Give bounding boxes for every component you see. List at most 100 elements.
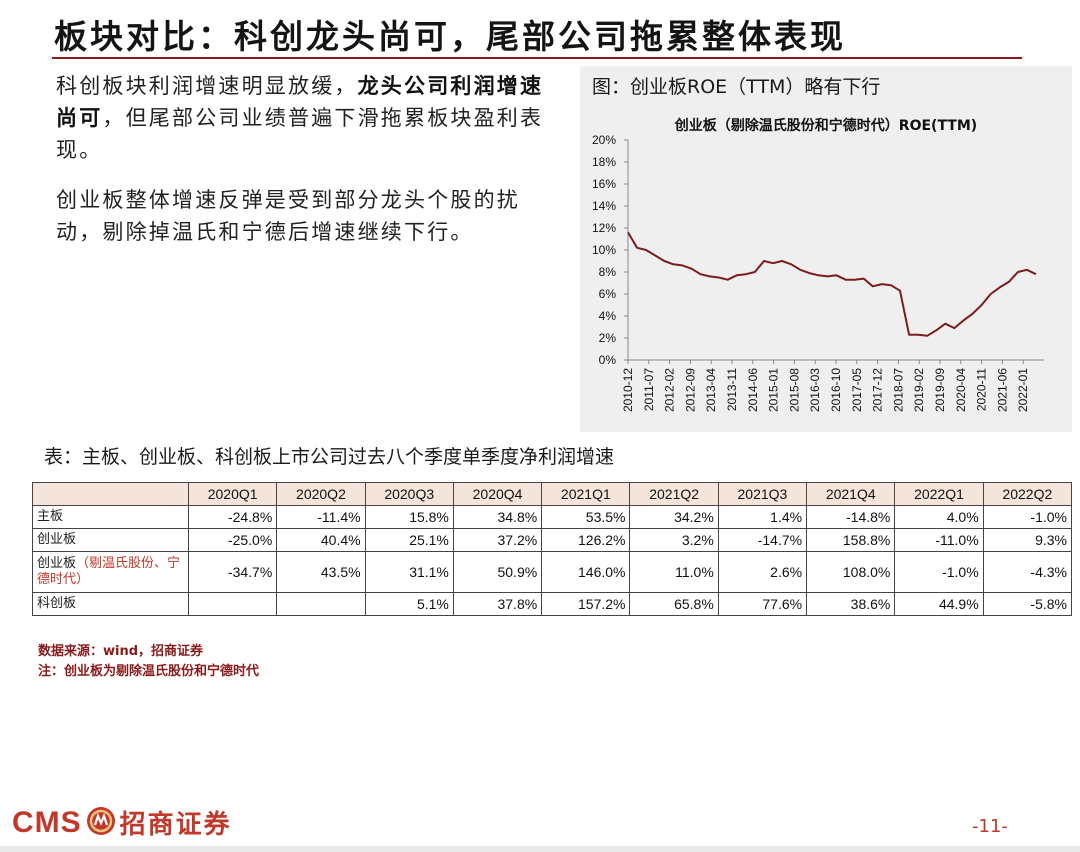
y-tick-label: 4% [599, 309, 617, 323]
y-tick-group: 0% 2% 4% 6% 8% 10% 12% 14% 16% 18% 20% [592, 133, 628, 367]
row-label-note: （剔温氏股份、宁德时代） [37, 556, 181, 587]
table-cell: 40.4% [276, 528, 366, 552]
table-cell: 2.6% [717, 551, 808, 593]
table-cell: 158.8% [806, 528, 896, 552]
table-caption: 表：主板、创业板、科创板上市公司过去八个季度单季度净利润增速 [44, 446, 615, 468]
table-cell: 11.0% [629, 551, 719, 593]
y-tick-label: 6% [599, 287, 617, 301]
row-label-text: 创业板 [37, 556, 77, 571]
table-cell: -1.0% [982, 505, 1073, 529]
logo-cn-text: 招商证券 [119, 810, 232, 840]
x-tick-label: 2016-10 [829, 368, 843, 412]
x-tick-label: 2014-06 [746, 368, 760, 412]
table-cell: 4.0% [894, 505, 984, 529]
table-cell: 34.2% [629, 505, 719, 529]
table-header-row: 2020Q1 2020Q2 2020Q3 2020Q4 2021Q1 2021Q… [32, 482, 1073, 506]
table-cell: -1.0% [894, 551, 984, 593]
table-cell: -34.7% [187, 551, 278, 593]
table-cell: 5.1% [364, 592, 454, 616]
y-tick-label: 18% [592, 155, 616, 169]
table-cell: 1.4% [717, 505, 808, 529]
table-row: 科创板 5.1% 37.8% 157.2% 65.8% 77.6% 38.6% … [32, 592, 1073, 616]
table-cell: 43.5% [276, 551, 366, 593]
table-cell: 9.3% [982, 528, 1073, 552]
lead-1-bold: 龙头公司利润增速尚可 [56, 73, 544, 130]
row-label: 创业板（剔温氏股份、宁德时代） [32, 551, 189, 593]
roe-chart-panel: 图：创业板ROE（TTM）略有下行 创业板（剔除温氏股份和宁德时代）ROE(TT… [580, 66, 1072, 432]
footnote: 注：创业板为剔除温氏股份和宁德时代 [38, 664, 260, 679]
header-corner [32, 482, 189, 506]
x-tick-label: 2010-12 [621, 368, 635, 412]
title-divider [52, 57, 1022, 59]
data-source-note: 数据来源：wind，招商证券 [38, 644, 204, 659]
column-header: 2021Q4 [806, 482, 896, 506]
table-cell: -14.7% [717, 528, 808, 552]
column-header: 2020Q2 [276, 482, 366, 506]
table-cell: 3.2% [629, 528, 719, 552]
table-cell: 146.0% [541, 551, 631, 593]
table-cell: 50.9% [452, 551, 543, 593]
table-cell [187, 592, 278, 616]
table-cell: -4.3% [982, 551, 1073, 593]
table-cell: -11.0% [894, 528, 984, 552]
row-label: 主板 [32, 505, 189, 529]
x-tick-label: 2020-04 [954, 368, 968, 412]
logo-cms-text: CMS [12, 805, 82, 839]
y-tick-label: 0% [599, 353, 617, 367]
x-tick-label: 2013-11 [725, 368, 739, 411]
table-cell: 34.8% [452, 505, 543, 529]
column-header: 2022Q2 [982, 482, 1073, 506]
x-tick-label: 2019-02 [912, 368, 926, 412]
x-tick-label: 2017-05 [850, 368, 864, 412]
y-tick-label: 16% [592, 177, 616, 191]
table-cell: 37.2% [452, 528, 543, 552]
profit-growth-table: 2020Q1 2020Q2 2020Q3 2020Q4 2021Q1 2021Q… [32, 482, 1073, 616]
column-header: 2020Q4 [452, 482, 543, 506]
column-header: 2021Q1 [541, 482, 631, 506]
page-title: 板块对比：科创龙头尚可，尾部公司拖累整体表现 [54, 17, 846, 56]
x-tick-label: 2012-09 [683, 368, 697, 412]
table-row: 创业板 -25.0% 40.4% 25.1% 37.2% 126.2% 3.2%… [32, 528, 1073, 552]
table-cell: 25.1% [364, 528, 454, 552]
table-cell: -25.0% [187, 528, 278, 552]
table-cell: -24.8% [187, 505, 278, 529]
column-header: 2021Q2 [629, 482, 719, 506]
lead-paragraph-1: 科创板块利润增速明显放缓，龙头公司利润增速尚可，但尾部公司业绩普遍下滑拖累板块盈… [56, 70, 566, 166]
row-label: 科创板 [32, 592, 189, 616]
x-tick-label: 2020-11 [975, 368, 989, 411]
table-cell: 65.8% [629, 592, 719, 616]
column-header: 2020Q1 [187, 482, 278, 506]
x-tick-label: 2015-01 [767, 368, 781, 412]
y-tick-label: 8% [599, 265, 617, 279]
y-tick-label: 20% [592, 133, 616, 147]
y-tick-label: 12% [592, 221, 616, 235]
table-cell [276, 592, 366, 616]
table-cell: -14.8% [806, 505, 896, 529]
table-cell: 53.5% [541, 505, 631, 529]
series-group [627, 231, 1037, 337]
table-cell: 77.6% [717, 592, 808, 616]
chart-title: 创业板（剔除温氏股份和宁德时代）ROE(TTM) [674, 117, 977, 134]
y-tick-label: 2% [599, 331, 617, 345]
x-tick-label: 2022-01 [1016, 368, 1030, 412]
table-cell: 37.8% [452, 592, 543, 616]
table-cell: 38.6% [806, 592, 896, 616]
x-tick-label: 2016-03 [808, 368, 822, 412]
y-tick-label: 10% [592, 243, 616, 257]
chart-caption: 图：创业板ROE（TTM）略有下行 [592, 76, 881, 98]
x-tick-label: 2017-12 [871, 368, 885, 412]
x-tick-label: 2019-09 [933, 368, 947, 412]
cms-logo: CMS 招商证券 [12, 804, 232, 844]
table-cell: 44.9% [894, 592, 984, 616]
x-tick-group: 2010-12 2011-07 2012-02 2012-09 2013-04 2013-… [621, 360, 1030, 412]
table-row: 主板 -24.8% -11.4% 15.8% 34.8% 53.5% 34.2%… [32, 505, 1073, 529]
x-tick-label: 2015-08 [787, 368, 801, 412]
logo-badge-icon [86, 806, 116, 840]
lead-1-tail: ，但尾部公司业绩普遍下滑拖累板块盈利表现。 [56, 106, 544, 162]
table-cell: 31.1% [364, 551, 454, 593]
x-tick-label: 2012-02 [663, 368, 677, 412]
y-tick-label: 14% [592, 199, 616, 213]
series-line-roe [627, 231, 1037, 337]
table-cell: -5.8% [982, 592, 1073, 616]
table-cell: -11.4% [276, 505, 366, 529]
